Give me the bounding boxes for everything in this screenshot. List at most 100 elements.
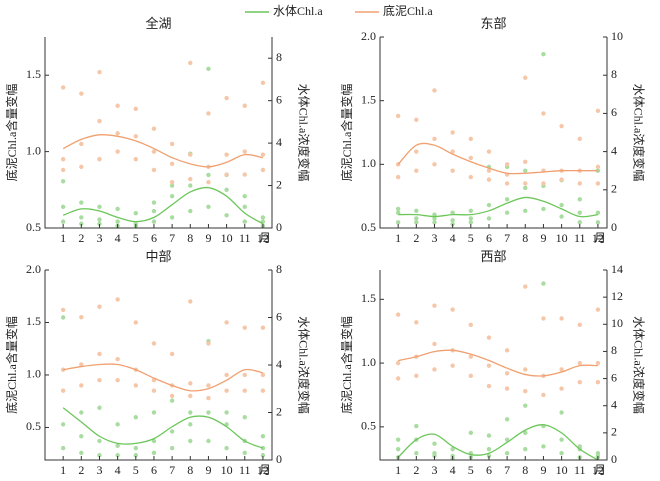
y-tick-label: 0.5 xyxy=(361,419,376,433)
data-point xyxy=(559,123,564,129)
data-point xyxy=(450,130,455,135)
data-point xyxy=(504,181,510,186)
x-tick-label: 3 xyxy=(96,463,102,477)
data-point xyxy=(577,380,582,385)
data-point xyxy=(79,164,84,170)
data-point xyxy=(504,451,510,456)
data-point xyxy=(541,281,546,286)
data-point xyxy=(468,322,473,328)
data-point xyxy=(188,176,193,182)
data-point xyxy=(97,118,102,124)
data-point xyxy=(206,341,211,346)
data-point xyxy=(395,113,401,119)
data-point xyxy=(450,210,455,215)
x-tick-label: 6 xyxy=(151,463,157,477)
data-point xyxy=(151,149,157,154)
legend-label: 底泥Chl.a xyxy=(383,3,433,18)
data-point xyxy=(151,450,157,456)
data-point xyxy=(577,360,582,366)
data-point xyxy=(486,177,492,182)
data-point xyxy=(468,174,473,180)
data-point xyxy=(432,341,437,347)
data-point xyxy=(395,206,401,212)
data-point xyxy=(450,149,455,154)
data-point xyxy=(595,210,601,215)
data-point xyxy=(523,284,528,289)
data-point xyxy=(97,378,102,383)
x-tick-label: 11 xyxy=(574,463,586,477)
data-point xyxy=(523,181,528,186)
data-point xyxy=(133,134,138,139)
data-point xyxy=(97,217,102,222)
data-point xyxy=(395,312,401,317)
data-point xyxy=(206,66,211,72)
data-point xyxy=(206,179,211,185)
x-tick-label: 3 xyxy=(431,231,437,245)
data-point xyxy=(559,316,564,321)
data-point xyxy=(224,187,229,192)
data-point xyxy=(595,181,601,186)
data-point xyxy=(242,172,247,177)
x-tick-label: 2 xyxy=(78,231,84,245)
data-point xyxy=(151,438,157,444)
data-point xyxy=(60,157,66,162)
data-point xyxy=(224,372,229,378)
y-tick-label: 1.5 xyxy=(361,291,376,305)
data-point xyxy=(206,204,211,209)
data-point xyxy=(414,216,419,221)
data-point xyxy=(242,204,247,209)
data-point xyxy=(115,149,120,154)
data-point xyxy=(224,445,229,451)
data-point xyxy=(169,351,175,357)
x-tick-label: 5 xyxy=(468,231,474,245)
y2-tick-label: 0 xyxy=(276,452,282,466)
data-point xyxy=(79,91,84,96)
data-point xyxy=(242,103,247,108)
data-point xyxy=(79,362,84,367)
data-point xyxy=(115,443,120,448)
data-point xyxy=(151,208,157,214)
data-point xyxy=(188,152,193,157)
data-point xyxy=(450,363,455,368)
x-tick-label: 12 xyxy=(592,231,604,245)
y2-tick-label: 2 xyxy=(276,404,282,418)
data-point xyxy=(395,220,401,225)
trend-curve xyxy=(63,363,264,392)
trend-curve xyxy=(62,134,264,168)
data-point xyxy=(432,367,437,372)
data-point xyxy=(486,202,492,208)
data-point xyxy=(541,392,546,398)
data-point xyxy=(486,383,492,389)
data-point xyxy=(115,453,120,458)
data-point xyxy=(504,197,510,202)
data-point xyxy=(414,423,419,429)
data-point xyxy=(188,410,193,415)
data-point xyxy=(206,410,211,415)
data-point xyxy=(188,393,193,399)
y-axis-label: 底泥Chl.a含量变幅 xyxy=(4,84,19,182)
data-point xyxy=(260,372,266,378)
data-point xyxy=(595,108,601,114)
x-tick-label: 6 xyxy=(486,231,492,245)
data-point xyxy=(97,69,102,75)
data-point xyxy=(133,445,138,451)
x-tick-label: 3 xyxy=(96,231,102,245)
trend-curve xyxy=(398,196,599,218)
data-point xyxy=(468,216,473,221)
data-point xyxy=(395,437,401,442)
y2-tick-label: 8 xyxy=(276,50,282,64)
data-point xyxy=(79,383,84,388)
data-point xyxy=(468,220,473,225)
data-point xyxy=(450,446,455,452)
y-tick-label: 1.5 xyxy=(26,314,41,328)
y2-tick-label: 10 xyxy=(611,29,623,43)
x-tick-label: 10 xyxy=(221,231,233,245)
x-tick-label: 4 xyxy=(115,231,121,245)
data-point xyxy=(79,215,84,220)
y2-tick-label: 12 xyxy=(611,289,623,303)
trend-curve xyxy=(398,349,598,377)
x-tick-label: 1 xyxy=(60,231,66,245)
data-point xyxy=(97,221,102,226)
data-point xyxy=(577,220,582,225)
x-tick-label: 7 xyxy=(504,231,510,245)
